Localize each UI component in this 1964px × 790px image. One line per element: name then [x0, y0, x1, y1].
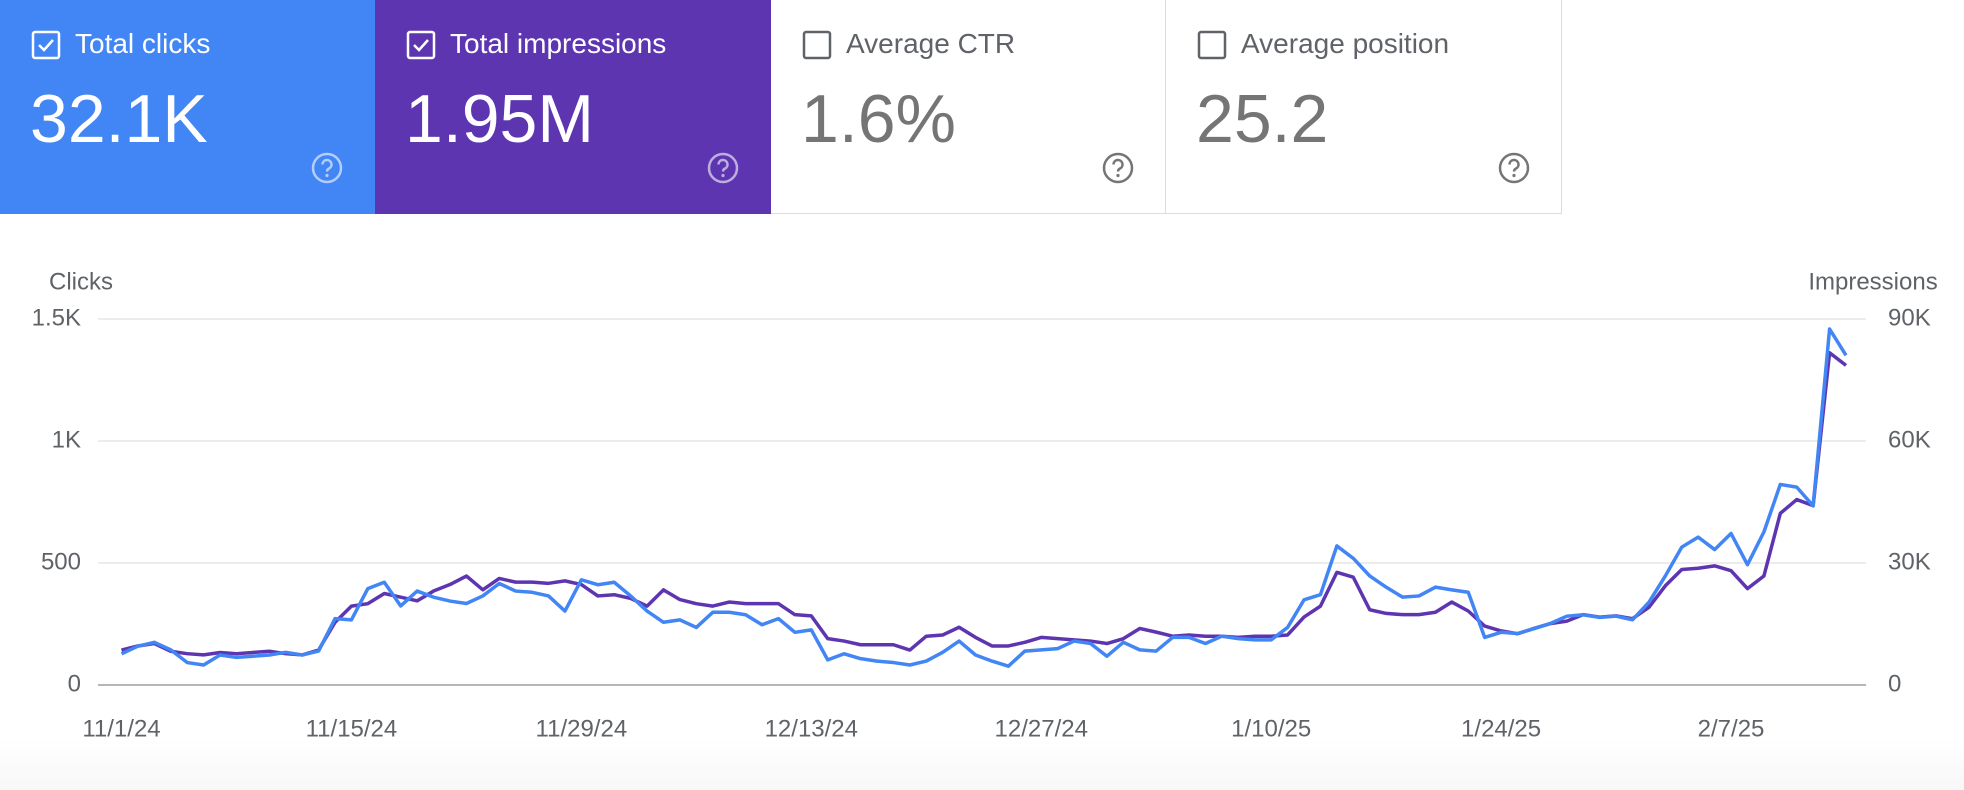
y2-tick-label: 0	[1888, 670, 1901, 697]
help-circle	[311, 152, 343, 184]
checkbox[interactable]	[801, 29, 833, 61]
y2-axis-label: Impressions	[1808, 268, 1937, 295]
help-circle	[1102, 152, 1134, 184]
metric-value: 1.95M	[405, 81, 594, 157]
metric-card[interactable]: Average position 25.2	[1166, 0, 1562, 214]
help-icon[interactable]	[309, 150, 345, 186]
metric-card[interactable]: Total impressions 1.95M	[375, 0, 771, 214]
x-tick-label: 12/13/24	[765, 715, 858, 742]
metric-label: Average CTR	[846, 28, 1016, 59]
series-line	[121, 351, 1848, 657]
x-tick-label: 11/15/24	[306, 715, 398, 742]
help-circle	[707, 152, 739, 184]
help-mark	[1112, 158, 1124, 172]
y2-tick-label: 60K	[1888, 426, 1931, 453]
y2-tick-label: 30K	[1888, 548, 1931, 575]
y-axis-label: Clicks	[49, 268, 113, 295]
help-mark	[1508, 158, 1520, 172]
help-icon[interactable]	[705, 150, 741, 186]
checkbox[interactable]	[405, 29, 437, 61]
help-icon[interactable]	[1496, 150, 1532, 186]
help-mark	[717, 158, 729, 172]
metric-value: 32.1K	[30, 81, 208, 157]
x-tick-label: 11/1/24	[82, 715, 160, 742]
metric-label: Average position	[1241, 28, 1450, 59]
checkbox-check	[413, 39, 429, 52]
performance-chart: Clicks Impressions 0 500 1K 1.5K 0 30K 60K 90K 1…	[32, 268, 1938, 742]
metric-label: Total impressions	[450, 28, 667, 59]
checkbox-box	[406, 30, 436, 60]
help-dot	[1512, 173, 1516, 178]
checkbox-box	[31, 30, 61, 60]
help-mark	[321, 158, 333, 172]
metric-value: 1.6%	[801, 81, 956, 157]
x-tick-label: 1/24/25	[1461, 715, 1541, 742]
checkbox[interactable]	[30, 29, 62, 61]
metric-value: 25.2	[1196, 81, 1329, 157]
help-dot	[1116, 173, 1120, 178]
x-tick-label: 11/29/24	[536, 715, 628, 742]
checkbox[interactable]	[1196, 29, 1228, 61]
checkbox-check	[38, 39, 54, 52]
y2-tick-label: 90K	[1888, 304, 1931, 331]
y-tick-label: 1.5K	[32, 304, 81, 331]
y-tick-label: 1K	[52, 426, 81, 453]
y-tick-label: 500	[41, 548, 81, 575]
metric-label: Total clicks	[75, 28, 211, 59]
x-tick-label: 1/10/25	[1231, 715, 1311, 742]
help-dot	[325, 173, 329, 178]
x-tick-label: 12/27/24	[995, 715, 1088, 742]
help-dot	[721, 173, 725, 178]
help-icon[interactable]	[1100, 150, 1136, 186]
help-circle	[1498, 152, 1530, 184]
checkbox-box	[802, 30, 832, 60]
metric-card[interactable]: Total clicks 32.1K	[0, 0, 375, 214]
metric-card[interactable]: Average CTR 1.6%	[771, 0, 1166, 214]
y-tick-label: 0	[68, 670, 81, 697]
series-line	[120, 327, 1848, 668]
x-tick-label: 2/7/25	[1698, 715, 1765, 742]
checkbox-box	[1197, 30, 1227, 60]
